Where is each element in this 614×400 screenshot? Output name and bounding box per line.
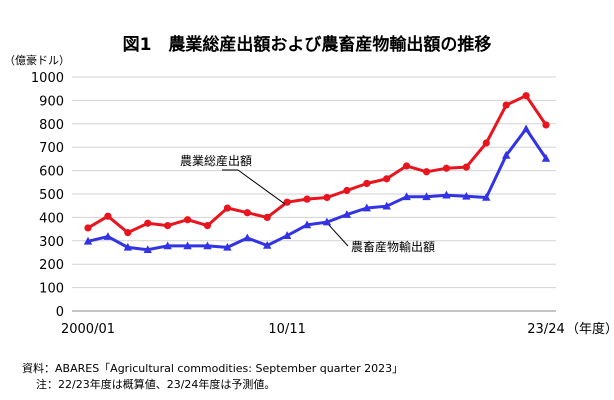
- source-note: 資料：ABARES「Agricultural commodities: Sept…: [22, 362, 404, 375]
- data-point: [123, 242, 133, 251]
- y-axis-unit-label: （億豪ドル）: [4, 53, 70, 67]
- data-point: [482, 193, 491, 201]
- y-tick-label: 1000: [31, 71, 64, 86]
- x-axis-unit-label: （年度）: [566, 321, 614, 337]
- series-lines: [87, 94, 548, 252]
- data-point: [223, 204, 231, 212]
- data-point: [104, 212, 112, 220]
- y-tick-label: 600: [39, 165, 64, 180]
- data-point: [303, 195, 311, 203]
- data-point: [382, 201, 391, 210]
- data-point: [103, 232, 113, 240]
- leader-line-1: [237, 169, 286, 205]
- data-point: [322, 217, 332, 226]
- data-point: [124, 229, 132, 237]
- data-point: [83, 236, 93, 245]
- data-point: [243, 209, 251, 217]
- leader-line-2: [328, 224, 349, 247]
- data-point: [243, 233, 252, 242]
- y-tick-label: 400: [39, 211, 64, 226]
- y-tick-label: 500: [39, 188, 64, 203]
- data-point: [482, 139, 490, 147]
- data-point: [442, 164, 451, 172]
- data-point: [183, 241, 192, 250]
- y-tick-label: 700: [39, 141, 64, 156]
- series-markers: [83, 92, 551, 253]
- data-point: [403, 162, 411, 170]
- series-line-1: [87, 94, 548, 235]
- y-tick-label: 200: [39, 258, 64, 273]
- x-tick-label: 2000/01: [61, 322, 115, 337]
- y-tick-label: 800: [39, 118, 64, 133]
- data-point: [263, 213, 271, 221]
- x-tick-label: 23/24: [527, 322, 564, 337]
- data-point: [363, 179, 371, 188]
- estimate-note: 注：22/23年度は概算値、23/24年度は予測値。: [36, 378, 276, 391]
- data-point: [521, 124, 531, 133]
- y-tick-label: 900: [39, 94, 64, 109]
- data-point: [203, 221, 212, 230]
- data-point: [302, 220, 312, 229]
- y-tick-label: 0: [56, 305, 64, 320]
- data-point: [541, 153, 551, 162]
- series-label-2: 農畜産物輸出額: [351, 239, 435, 254]
- grid: [72, 76, 556, 312]
- data-point: [462, 191, 471, 200]
- data-point: [283, 198, 291, 206]
- data-point: [223, 242, 232, 251]
- data-point: [442, 190, 451, 199]
- data-point: [183, 216, 192, 224]
- data-point: [343, 186, 351, 195]
- series-line-2: [87, 127, 548, 252]
- line-chart: 図1 農業総産出額および農畜産物輸出額の推移 （億豪ドル） （年度） 0 100 2…: [4, 34, 614, 337]
- x-tick-label: 10/11: [268, 322, 305, 337]
- y-axis-ticks: 0 100 200 300 400 500 600 700 800 900 1000: [31, 71, 64, 320]
- data-point: [362, 203, 371, 212]
- data-point: [203, 241, 212, 250]
- data-point: [282, 231, 292, 239]
- x-axis-ticks: 2000/01 10/11 23/24: [61, 322, 565, 337]
- data-point: [342, 210, 352, 218]
- series-label-1: 農業総産出額: [180, 153, 252, 168]
- data-point: [422, 192, 431, 201]
- data-point: [502, 101, 510, 109]
- data-point: [522, 92, 530, 100]
- data-point: [164, 221, 172, 230]
- data-point: [462, 163, 470, 171]
- y-tick-label: 100: [39, 282, 64, 297]
- data-point: [402, 192, 411, 201]
- data-point: [144, 219, 152, 227]
- data-point: [422, 168, 431, 176]
- data-point: [542, 121, 550, 129]
- chart-title: 図1 農業総産出額および農畜産物輸出額の推移: [123, 34, 492, 55]
- data-point: [263, 240, 272, 249]
- data-point: [383, 175, 391, 183]
- data-point: [163, 241, 172, 250]
- data-point: [84, 224, 92, 232]
- y-tick-label: 300: [39, 235, 64, 250]
- data-point: [143, 245, 152, 253]
- data-point: [323, 193, 331, 202]
- data-point: [501, 150, 511, 159]
